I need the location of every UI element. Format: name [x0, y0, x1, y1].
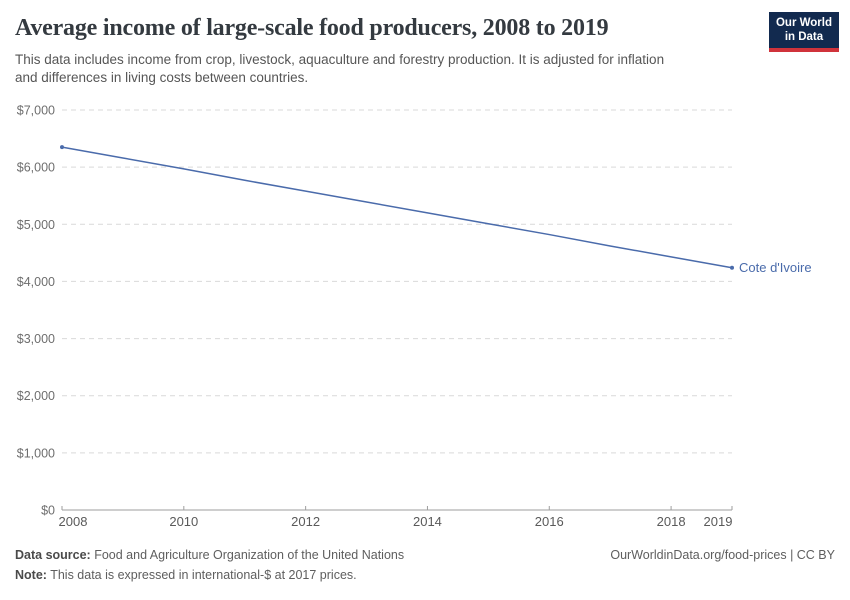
note-text: This data is expressed in international-… [46, 567, 357, 582]
data-source-text: Food and Agriculture Organization of the… [90, 548, 405, 562]
owid-logo-line1: Our World [775, 17, 832, 29]
y-tick-label: $3,000 [17, 332, 55, 346]
x-tick-label: 2012 [291, 514, 320, 529]
x-tick-label: 2010 [169, 514, 198, 529]
y-tick-label: $2,000 [17, 389, 55, 403]
owid-logo-line2: in Data [784, 30, 824, 43]
x-tick-label: 2019 [704, 514, 733, 529]
owid-logo[interactable]: Our World in Data [768, 12, 839, 52]
y-tick-label: $0 [41, 504, 55, 518]
chart-subtitle: This data includes income from crop, liv… [15, 52, 665, 85]
note-label: Note: [15, 567, 47, 582]
note-line: Note: This data is expressed in internat… [15, 568, 357, 582]
y-tick-label: $4,000 [17, 275, 55, 289]
chart-footer: Data source: Food and Agriculture Organi… [15, 546, 835, 585]
x-tick-label: 2008 [59, 514, 88, 529]
y-tick-label: $5,000 [17, 218, 55, 232]
data-line[interactable] [61, 146, 733, 269]
x-tick-label: 2016 [535, 514, 564, 529]
y-tick-label: $6,000 [17, 161, 55, 175]
y-tick-label: $7,000 [17, 104, 55, 118]
data-point-marker [60, 145, 64, 150]
x-tick-label: 2014 [413, 514, 442, 529]
y-tick-label: $1,000 [17, 446, 55, 460]
data-source-label: Data source: [15, 548, 91, 562]
data-point-marker [730, 265, 734, 270]
footer-link[interactable]: OurWorldinData.org/food-prices | CC BY [610, 548, 835, 562]
data-source-line: Data source: Food and Agriculture Organi… [15, 546, 404, 566]
page-title: Average income of large-scale food produ… [15, 15, 609, 41]
series-entity-label[interactable]: Cote d'Ivoire [739, 259, 812, 275]
x-tick-label: 2018 [657, 514, 686, 529]
